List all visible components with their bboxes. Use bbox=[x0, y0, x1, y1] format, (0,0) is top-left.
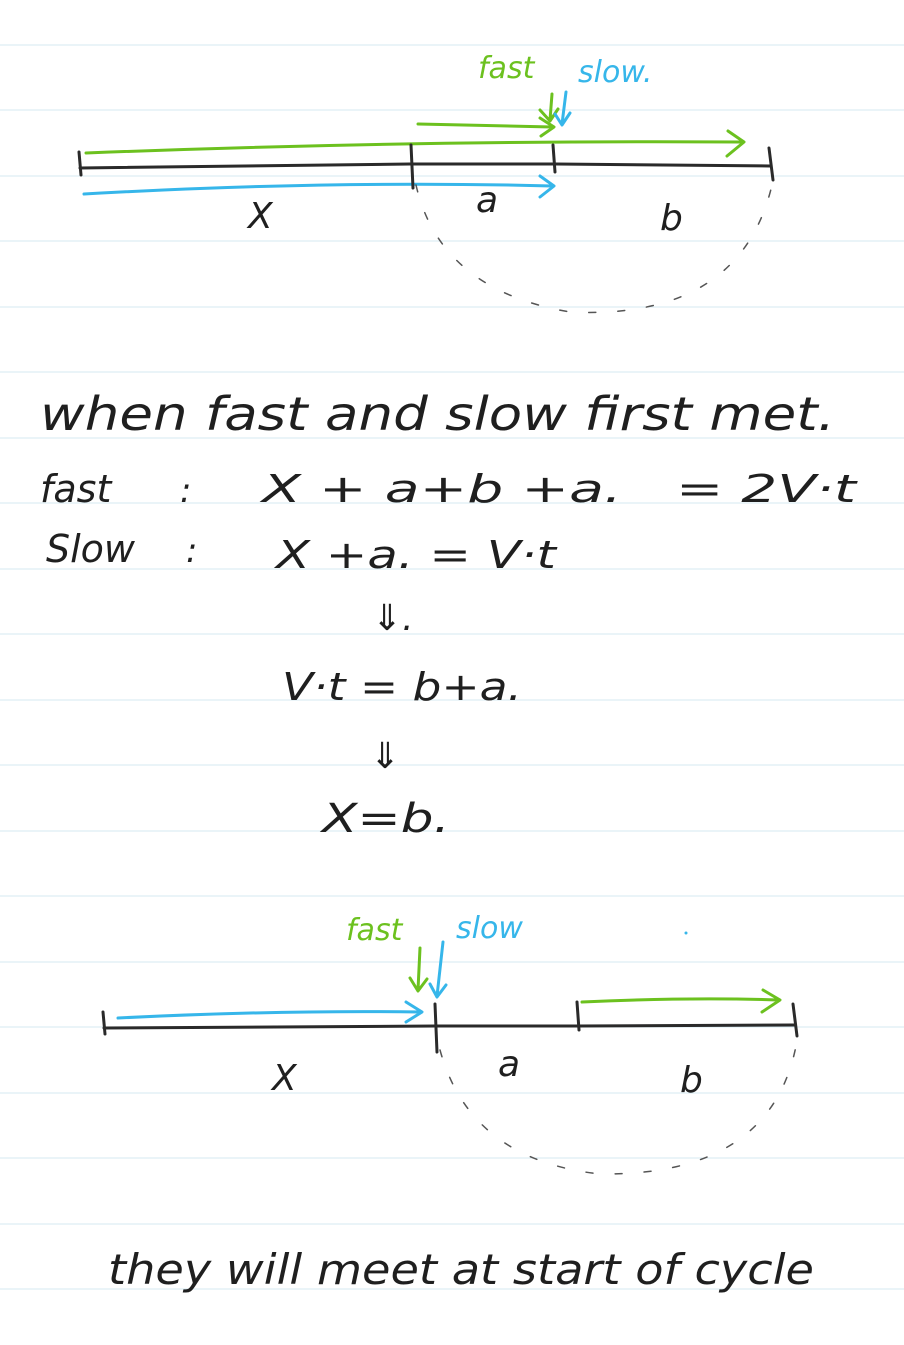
bottom-slow-arrow bbox=[116, 1000, 424, 1024]
conclusion-text: they will meet at start of cycle bbox=[108, 1245, 814, 1294]
fast-row-result: = 2V·t bbox=[676, 467, 859, 511]
bottom-fast-pointer bbox=[408, 946, 429, 993]
bottom-tick-b bbox=[575, 1000, 581, 1032]
fast-row-label: fast bbox=[40, 467, 113, 511]
top-tick-b bbox=[551, 143, 557, 174]
slow-row-sep: : bbox=[186, 531, 197, 571]
bottom-line-segment bbox=[102, 1023, 796, 1030]
bottom-fast-label: fast bbox=[346, 913, 404, 948]
implies-arrow-1: ⇓. bbox=[372, 598, 414, 639]
bottom-slow-label: slow bbox=[456, 911, 523, 946]
top-slow-pointer bbox=[553, 90, 572, 127]
top-tick-start bbox=[77, 150, 83, 177]
top-tick-end bbox=[767, 146, 775, 182]
bottom-segment-x: X bbox=[270, 1058, 298, 1099]
top-slow-arrow bbox=[82, 174, 556, 199]
fast-row-sep: : bbox=[180, 471, 191, 511]
top-line-segment bbox=[78, 162, 772, 170]
step1-expr: V·t = b+a. bbox=[282, 665, 522, 709]
bottom-cycle-arc bbox=[439, 1045, 797, 1175]
fast-row-expr: X + a+b +a. bbox=[259, 467, 622, 511]
top-fast-label: fast bbox=[478, 51, 536, 86]
derivation: when fast and slow first met. fast : X +… bbox=[40, 387, 859, 842]
top-segment-b: b bbox=[660, 198, 683, 239]
slow-row-label: Slow bbox=[46, 527, 136, 571]
top-slow-label: slow. bbox=[578, 55, 652, 90]
bottom-slow-pointer bbox=[428, 940, 448, 999]
ruled-lines bbox=[0, 44, 904, 1290]
slow-row-expr: X +a. = V·t bbox=[273, 533, 558, 577]
bottom-fast-arrow bbox=[580, 988, 782, 1014]
bottom-segment-b: b bbox=[680, 1060, 703, 1101]
bottom-diagram: fast slow X a b bbox=[101, 911, 799, 1175]
bottom-tick-a bbox=[433, 1002, 439, 1054]
top-cycle-arc bbox=[415, 184, 773, 314]
bottom-segment-a: a bbox=[498, 1044, 520, 1085]
top-fast-arrow-inner bbox=[416, 116, 556, 138]
step2-expr: X=b. bbox=[319, 796, 450, 842]
stray-blue-dot bbox=[684, 931, 688, 935]
implies-arrow-2: ⇓ bbox=[370, 736, 400, 777]
top-tick-a bbox=[409, 143, 415, 190]
top-diagram: fast slow. X a b bbox=[77, 51, 775, 314]
bottom-tick-start bbox=[101, 1010, 107, 1036]
top-segment-x: X bbox=[246, 196, 274, 237]
bottom-tick-end bbox=[791, 1002, 799, 1038]
top-fast-arrow-outer bbox=[84, 129, 746, 158]
derivation-heading: when fast and slow first met. bbox=[40, 387, 835, 441]
top-segment-a: a bbox=[476, 180, 498, 221]
